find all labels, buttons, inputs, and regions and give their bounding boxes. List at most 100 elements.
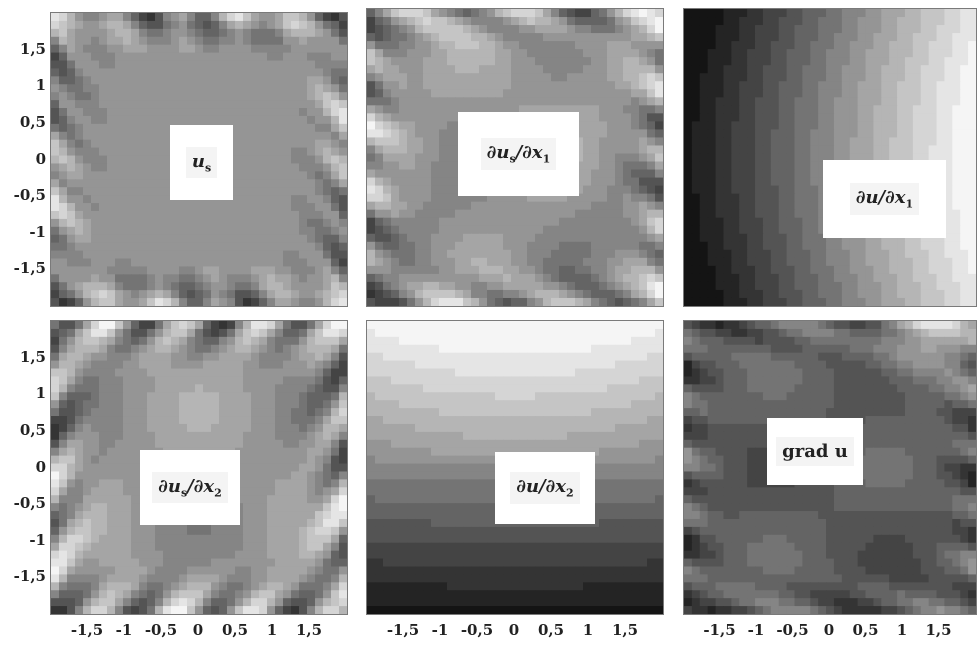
contour-cell <box>439 153 448 162</box>
contour-cell <box>59 140 68 149</box>
contour-cell <box>315 148 324 157</box>
contour-cell <box>731 73 739 82</box>
contour-cell <box>211 258 220 267</box>
contour-cell <box>267 274 276 283</box>
contour-cell <box>407 242 416 251</box>
contour-cell <box>375 81 384 90</box>
contour-cell <box>323 321 332 330</box>
contour-cell <box>219 13 228 22</box>
contour-cell <box>51 487 60 496</box>
contour-cell <box>227 45 236 54</box>
contour-cell <box>439 25 448 34</box>
contour-cell <box>171 235 180 244</box>
contour-cell <box>519 282 528 291</box>
contour-cell <box>375 97 384 106</box>
contour-cell <box>739 105 747 114</box>
contour-cell <box>83 37 92 46</box>
contour-cell <box>227 21 236 30</box>
contour-cell <box>968 202 976 211</box>
contour-cell <box>684 145 692 154</box>
contour-cell <box>123 108 132 117</box>
contour-cell <box>802 282 810 291</box>
contour-cell <box>91 124 100 133</box>
label-tail: /∂x <box>516 142 543 163</box>
contour-cell <box>944 298 952 306</box>
contour-cell <box>692 274 700 283</box>
contour-cell <box>692 282 700 291</box>
contour-cell <box>383 121 392 130</box>
contour-cell <box>543 274 552 283</box>
contour-cell <box>115 298 124 306</box>
contour-cell <box>99 21 108 30</box>
contour-cell <box>952 145 960 154</box>
contour-cell <box>367 282 376 291</box>
contour-cell <box>818 121 826 130</box>
contour-cell <box>283 116 292 125</box>
contour-cell <box>251 337 260 346</box>
contour-cell <box>889 113 897 122</box>
contour-cell <box>179 203 188 212</box>
contour-cell <box>779 274 787 283</box>
contour-cell <box>139 203 148 212</box>
contour-cell <box>747 73 755 82</box>
contour-cell <box>195 400 204 409</box>
contour-cell <box>75 274 84 283</box>
contour-cell <box>155 384 164 393</box>
contour-cell <box>375 113 384 122</box>
contour-cell <box>331 432 340 441</box>
contour-cell <box>331 124 340 133</box>
contour-cell <box>339 187 347 196</box>
contour-cell <box>527 17 536 26</box>
contour-cell <box>275 329 284 338</box>
contour-cell <box>195 211 204 220</box>
contour-cell <box>391 226 400 235</box>
contour-cell <box>655 290 663 299</box>
contour-cell <box>842 41 850 50</box>
contour-cell <box>647 218 656 227</box>
contour-cell <box>873 57 881 66</box>
contour-cell <box>960 73 968 82</box>
contour-cell <box>968 234 976 243</box>
contour-cell <box>810 113 818 122</box>
contour-cell <box>779 17 787 26</box>
y-tick-label: 0,5 <box>6 113 46 131</box>
contour-cell <box>551 274 560 283</box>
contour-cell <box>439 89 448 98</box>
contour-cell <box>219 274 228 283</box>
contour-cell <box>203 235 212 244</box>
contour-cell <box>842 65 850 74</box>
contour-cell <box>684 49 692 58</box>
contour-cell <box>331 384 340 393</box>
contour-cell <box>834 129 842 138</box>
contour-cell <box>323 440 332 449</box>
contour-cell <box>91 68 100 77</box>
contour-cell <box>463 274 472 283</box>
contour-cell <box>881 73 889 82</box>
contour-cell <box>700 234 708 243</box>
contour-cell <box>75 400 84 409</box>
contour-cell <box>59 408 68 417</box>
contour-cell <box>771 113 779 122</box>
contour-cell <box>107 219 116 228</box>
contour-cell <box>763 226 771 235</box>
contour-cell <box>219 298 228 306</box>
contour-cell <box>858 25 866 34</box>
contour-cell <box>155 21 164 30</box>
contour-plot <box>684 9 976 306</box>
contour-cell <box>259 432 268 441</box>
contour-cell <box>575 81 584 90</box>
contour-cell <box>75 345 84 354</box>
contour-cell <box>850 145 858 154</box>
contour-cell <box>535 242 544 251</box>
contour-cell <box>583 218 592 227</box>
contour-cell <box>818 266 826 275</box>
contour-cell <box>407 298 416 306</box>
contour-cell <box>527 258 536 267</box>
contour-cell <box>818 137 826 146</box>
contour-cell <box>251 424 260 433</box>
contour-cell <box>731 250 739 259</box>
contour-cell <box>723 17 731 26</box>
contour-cell <box>227 108 236 117</box>
contour-cell <box>115 227 124 236</box>
contour-cell <box>243 92 252 101</box>
